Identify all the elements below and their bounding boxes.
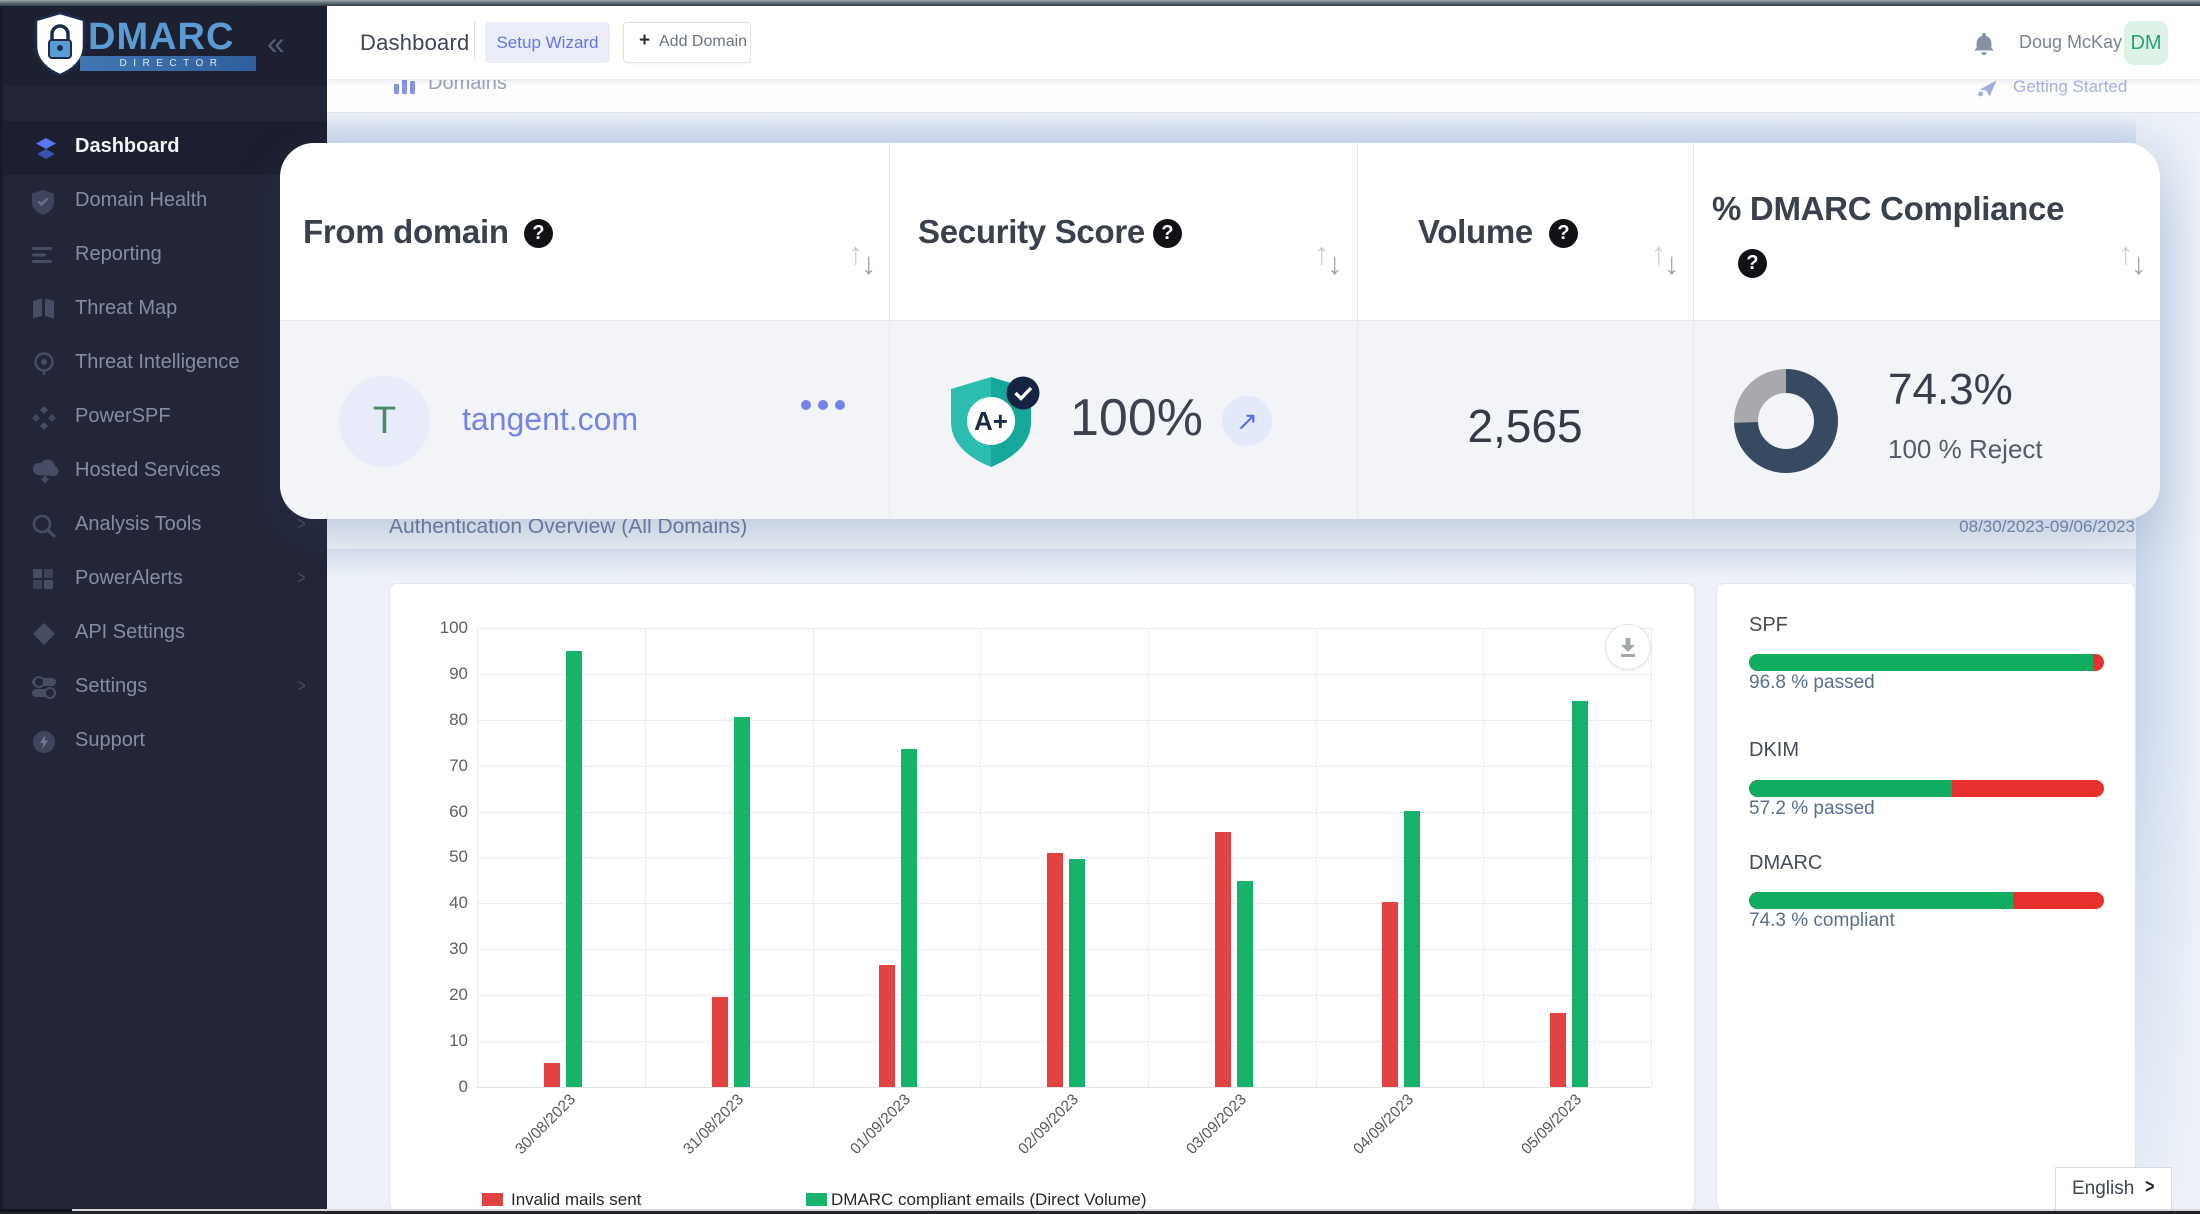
svg-text:A+: A+	[974, 406, 1008, 436]
